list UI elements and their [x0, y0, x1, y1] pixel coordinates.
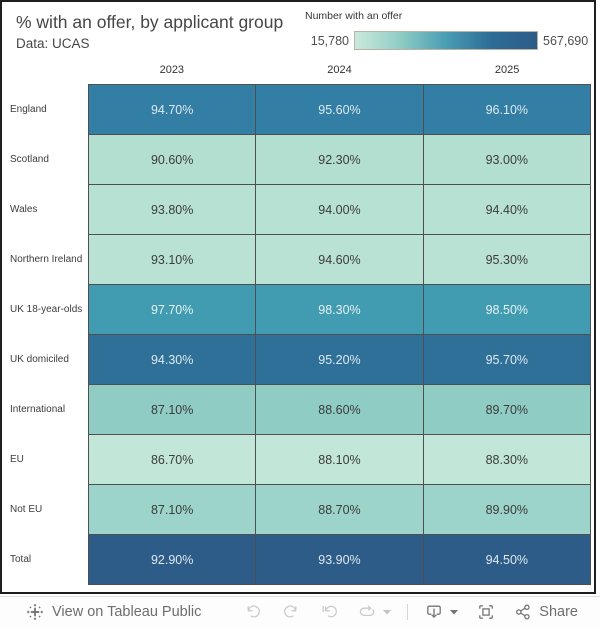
heatmap-cell[interactable]: 94.70%	[89, 85, 257, 135]
heatmap-cell[interactable]: 89.90%	[423, 485, 591, 535]
redo-icon	[282, 603, 300, 621]
legend-gradient	[354, 31, 538, 50]
row-label[interactable]: Northern Ireland	[10, 253, 83, 265]
legend-min-label: 15,780	[310, 33, 349, 48]
heatmap-cell[interactable]: 97.70%	[89, 285, 257, 335]
revert-button[interactable]	[317, 600, 341, 624]
heatmap-cell[interactable]: 88.70%	[256, 485, 424, 535]
heatmap-cell[interactable]: 95.30%	[423, 235, 591, 285]
column-header[interactable]: 2023	[159, 64, 185, 76]
heatmap-cell[interactable]: 86.70%	[89, 435, 257, 485]
heatmap-cell[interactable]: 94.50%	[423, 535, 591, 585]
view-on-tableau-public-label: View on Tableau Public	[52, 604, 202, 620]
tableau-logo-icon	[26, 603, 44, 621]
heatmap-cell[interactable]: 96.10%	[423, 85, 591, 135]
fullscreen-icon	[477, 603, 495, 621]
share-button[interactable]: Share	[514, 603, 578, 621]
download-menu-caret[interactable]	[448, 600, 460, 624]
redo-button[interactable]	[279, 600, 303, 624]
heatmap-cell[interactable]: 98.50%	[423, 285, 591, 335]
legend-title: Number with an offer	[305, 10, 403, 22]
row-label[interactable]: Scotland	[10, 153, 49, 165]
row-label[interactable]: International	[10, 403, 66, 415]
heatmap-cell[interactable]: 88.10%	[256, 435, 424, 485]
heatmap-cell[interactable]: 95.20%	[256, 335, 424, 385]
download-icon	[425, 603, 443, 621]
page-title: % with an offer, by applicant group	[16, 12, 284, 32]
refresh-menu-caret[interactable]	[381, 600, 393, 624]
row-label[interactable]: UK domiciled	[10, 353, 69, 365]
heatmap-cell[interactable]: 89.70%	[423, 385, 591, 435]
heatmap-cell[interactable]: 92.90%	[89, 535, 257, 585]
heatmap-cell[interactable]: 95.60%	[256, 85, 424, 135]
heatmap-cell[interactable]: 93.80%	[89, 185, 257, 235]
row-label[interactable]: UK 18-year-olds	[10, 303, 83, 315]
row-label[interactable]: Not EU	[10, 503, 43, 515]
heatmap-cell[interactable]: 94.00%	[256, 185, 424, 235]
legend-max-label: 567,690	[543, 33, 589, 48]
row-label[interactable]: Total	[10, 553, 32, 565]
heatmap-cell[interactable]: 93.00%	[423, 135, 591, 185]
heatmap-cell[interactable]: 94.60%	[256, 235, 424, 285]
column-headers: 2023 2024 2025	[88, 64, 591, 76]
data-source-note: Data: UCAS	[16, 36, 90, 51]
undo-icon	[244, 603, 262, 621]
share-label: Share	[539, 604, 578, 620]
column-header[interactable]: 2025	[494, 64, 520, 76]
tableau-toolbar: View on Tableau Public	[0, 596, 600, 627]
share-icon	[514, 603, 532, 621]
view-on-tableau-public-link[interactable]: View on Tableau Public	[26, 603, 201, 621]
heatmap-cell[interactable]: 87.10%	[89, 385, 257, 435]
column-header[interactable]: 2024	[327, 64, 352, 76]
row-label[interactable]: EU	[10, 453, 24, 465]
heatmap-cell[interactable]: 87.10%	[89, 485, 257, 535]
row-label[interactable]: Wales	[10, 203, 38, 215]
heatmap-cell[interactable]: 94.40%	[423, 185, 591, 235]
viz-frame: % with an offer, by applicant group Data…	[0, 0, 596, 594]
heatmap-grid: 94.70% 95.60% 96.10% 90.60% 92.30% 93.00% 93.8…	[88, 84, 591, 585]
undo-button[interactable]	[241, 600, 265, 624]
heatmap-cell[interactable]: 93.10%	[89, 235, 257, 285]
revert-icon	[320, 603, 338, 621]
heatmap-cell[interactable]: 98.30%	[256, 285, 424, 335]
refresh-button[interactable]	[355, 600, 379, 624]
heatmap-cell[interactable]: 93.90%	[256, 535, 424, 585]
heatmap-cell[interactable]: 88.60%	[256, 385, 424, 435]
row-label[interactable]: England	[10, 103, 47, 115]
fullscreen-button[interactable]	[474, 600, 498, 624]
color-legend: Number with an offer 15,780 567,690	[305, 10, 591, 50]
heatmap-cell[interactable]: 94.30%	[89, 335, 257, 385]
download-button[interactable]	[422, 600, 446, 624]
row-labels: England Scotland Wales Northern Ireland UK 1…	[10, 84, 86, 584]
toolbar-divider	[407, 604, 409, 620]
heatmap-cell[interactable]: 88.30%	[423, 435, 591, 485]
refresh-icon	[358, 603, 376, 621]
heatmap-cell[interactable]: 90.60%	[89, 135, 257, 185]
heatmap-cell[interactable]: 92.30%	[256, 135, 424, 185]
heatmap-cell[interactable]: 95.70%	[423, 335, 591, 385]
